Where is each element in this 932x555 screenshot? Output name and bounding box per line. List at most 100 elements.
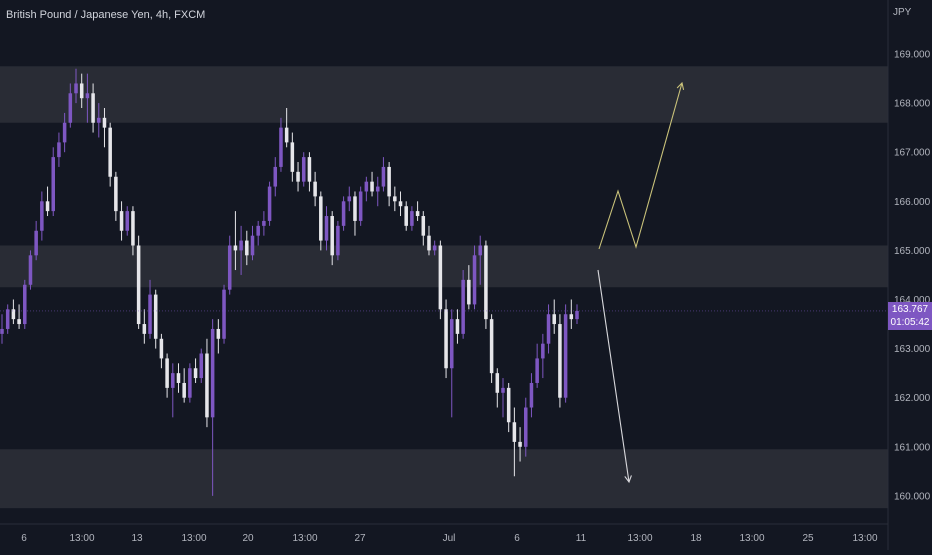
y-tick-label: 160.000 [894,491,931,502]
candle-body [153,294,158,339]
candle [85,73,90,123]
candle [523,397,528,457]
candle-body [188,368,192,398]
candle-body [222,289,226,339]
candle [358,186,363,226]
candle [569,299,574,329]
x-tick-label: 18 [690,533,702,544]
candle [131,206,135,256]
x-tick-label: 13:00 [181,533,206,544]
candle [165,353,169,398]
bar-countdown: 01:05:42 [890,317,930,328]
bearish-projection-arrow[interactable] [597,269,632,484]
x-tick-label: 6 [21,533,27,544]
candle-body [541,343,545,359]
symbol-title[interactable]: British Pound / Japanese Yen, 4h, FXCM [6,9,206,21]
price-axis-currency: JPY [893,7,912,18]
sr-zone-1[interactable] [0,66,888,123]
candle-body [415,211,420,217]
candle-body [467,279,471,305]
candle-body [227,245,232,290]
candle [210,319,215,496]
candle [102,108,107,148]
candle-body [91,93,95,123]
candle [296,162,300,192]
sr-zone-2[interactable] [0,245,888,288]
candle-body [114,176,118,212]
candle [205,338,209,428]
candle [575,304,579,325]
arrow-line [597,269,630,483]
candle [34,220,38,261]
x-tick-label: 27 [354,533,366,544]
last-price-badge: 163.767 01:05:42 [888,302,932,330]
candle [472,245,477,310]
candle-body [290,142,295,172]
candle-body [301,157,306,182]
candle [512,407,517,477]
candle-body [5,309,10,329]
candle [387,162,391,207]
candle [62,112,67,153]
candle [125,206,130,236]
candle-body [182,382,186,398]
y-tick-label: 163.000 [894,344,931,355]
candle [461,270,465,339]
candle-body [427,235,431,251]
candle [546,304,551,354]
candle-body [563,314,568,398]
candle [171,363,175,418]
candle [324,206,329,251]
candle-body [358,191,363,221]
candle-body [45,201,50,212]
candle-body [267,186,272,221]
y-tick-label: 164.000 [894,295,931,306]
candle-body [125,211,130,231]
x-tick-label: 13:00 [627,533,652,544]
candle [79,73,84,109]
candle-body [193,368,198,379]
candle [484,240,488,329]
candle-body [256,225,260,236]
candle-body [484,245,488,320]
x-tick-label: 13:00 [292,533,317,544]
candle [444,299,448,379]
candle-body [546,314,551,344]
candle-body [421,216,426,236]
candle-body [74,83,78,94]
candle [40,191,44,241]
candle-body [449,319,454,369]
candle [114,171,118,221]
y-tick-label: 166.000 [894,197,931,208]
candle-body [119,211,124,231]
sr-zone-3[interactable] [0,449,888,509]
candle-body [438,245,443,310]
candle-body [518,441,522,447]
arrow-head [624,475,632,484]
bullish-projection-arrow[interactable] [598,81,685,250]
candle [57,132,61,167]
candle [74,68,78,104]
candle-body [501,387,505,393]
candle-body [387,166,391,197]
candle [501,378,505,418]
candle [51,147,56,217]
candle [68,83,73,128]
candle [552,299,556,334]
candle [159,333,164,369]
candle-body [245,240,249,256]
candle-body [523,407,528,447]
x-tick-label: 6 [514,533,520,544]
candle-body [28,255,33,285]
candle-body [199,353,204,379]
candle-body [512,422,517,442]
candle-body [171,373,175,388]
candle [239,225,243,275]
candle [199,348,204,383]
candle [529,373,534,418]
candle-body [529,382,534,408]
candle-body [68,93,73,123]
x-tick-label: 13:00 [739,533,764,544]
